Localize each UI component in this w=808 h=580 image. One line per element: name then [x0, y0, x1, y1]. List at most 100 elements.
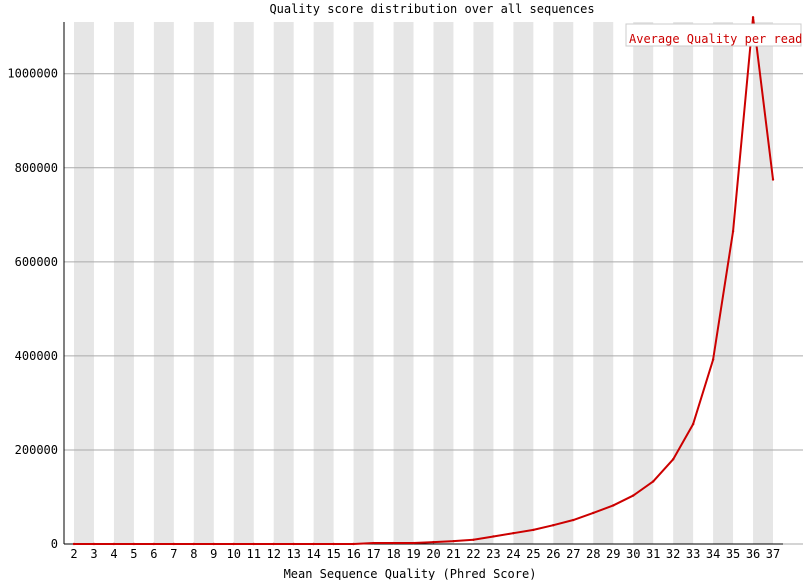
data-point — [112, 542, 116, 546]
data-point — [492, 535, 495, 538]
x-tick-label: 31 — [646, 547, 660, 561]
x-tick-label: 8 — [190, 547, 197, 561]
data-point — [592, 511, 595, 515]
data-point — [172, 542, 176, 546]
data-point — [272, 542, 275, 546]
column-band — [553, 22, 574, 544]
x-tick-label: 13 — [286, 547, 300, 561]
data-point — [432, 540, 435, 544]
x-tick-label: 7 — [170, 547, 177, 561]
data-point — [671, 458, 675, 461]
data-point — [771, 178, 775, 181]
x-tick-label: 32 — [666, 547, 680, 561]
column-band — [713, 22, 734, 544]
data-point — [632, 494, 635, 497]
series-line-average-quality — [73, 16, 775, 545]
data-point — [472, 538, 475, 541]
data-point — [92, 542, 96, 546]
data-point — [292, 542, 295, 546]
chart-title: Quality score distribution over all sequ… — [269, 2, 594, 16]
data-point — [352, 542, 355, 546]
data-point — [232, 542, 235, 546]
x-tick-label: 22 — [466, 547, 480, 561]
column-band — [273, 22, 294, 544]
x-tick-label: 12 — [266, 547, 280, 561]
column-band — [753, 22, 774, 544]
y-tick-label: 1000000 — [7, 67, 58, 81]
x-tick-label: 14 — [306, 547, 320, 561]
y-tick-label: 400000 — [15, 349, 58, 363]
column-band — [113, 22, 134, 544]
x-tick-label: 36 — [746, 547, 760, 561]
series-layer — [72, 16, 775, 546]
x-tick-label: 20 — [426, 547, 440, 561]
y-tick-label: 800000 — [15, 161, 58, 175]
x-tick-label: 18 — [386, 547, 400, 561]
column-band — [353, 22, 374, 544]
column-band — [313, 22, 334, 544]
x-tick-label: 30 — [626, 547, 640, 561]
column-band — [193, 22, 214, 544]
x-tick-label: 24 — [506, 547, 520, 561]
x-tick-label: 27 — [566, 547, 580, 561]
legend-entry-average-quality: Average Quality per read — [629, 32, 802, 46]
data-point — [452, 539, 455, 543]
x-tick-label: 15 — [326, 547, 340, 561]
column-band — [73, 22, 94, 544]
x-tick-label: 19 — [406, 547, 420, 561]
x-tick-label: 35 — [726, 547, 740, 561]
data-point — [731, 230, 735, 233]
x-tick-label: 37 — [766, 547, 780, 561]
x-tick-label: 11 — [247, 547, 261, 561]
column-band — [593, 22, 614, 544]
x-tick-label: 21 — [446, 547, 460, 561]
column-band — [633, 22, 654, 544]
data-point — [512, 531, 515, 535]
x-tick-label: 6 — [150, 547, 157, 561]
column-band — [513, 22, 534, 544]
data-point — [552, 523, 555, 527]
data-point — [132, 542, 136, 546]
column-band — [233, 22, 254, 544]
x-tick-label: 33 — [686, 547, 700, 561]
data-point — [532, 528, 535, 532]
column-band — [433, 22, 454, 544]
x-tick-label: 25 — [526, 547, 540, 561]
data-point — [691, 422, 695, 426]
legend-box — [625, 23, 802, 47]
x-tick-label: 3 — [90, 547, 97, 561]
data-point — [751, 16, 755, 19]
data-point — [651, 480, 655, 483]
data-point — [192, 542, 196, 546]
x-tick-label: 29 — [606, 547, 620, 561]
x-tick-labels: 2 3 4 5 6 7 8 9 10 11 12 13 14 15 16 17 18 19 20 21 22 23 24 25… — [70, 547, 780, 561]
x-tick-label: 28 — [586, 547, 600, 561]
x-tick-label: 23 — [486, 547, 500, 561]
data-point — [372, 541, 375, 545]
column-band — [153, 22, 174, 544]
data-point — [392, 541, 395, 545]
x-tick-label: 34 — [706, 547, 720, 561]
data-point — [572, 518, 575, 522]
y-tick-label: 200000 — [15, 443, 58, 457]
data-point — [72, 542, 76, 546]
x-tick-label: 16 — [346, 547, 360, 561]
legend: Average Quality per read — [625, 23, 802, 47]
column-band — [473, 22, 494, 544]
data-point — [312, 542, 315, 546]
y-tick-label: 600000 — [15, 255, 58, 269]
x-tick-label: 17 — [366, 547, 380, 561]
x-axis-label: Mean Sequence Quality (Phred Score) — [284, 567, 537, 580]
x-tick-label: 5 — [130, 547, 137, 561]
data-point — [711, 358, 715, 361]
data-point — [412, 541, 415, 545]
column-band — [393, 22, 414, 544]
data-point — [252, 542, 255, 546]
y-tick-labels: 0 200000 400000 600000 800000 1000000 — [7, 67, 58, 551]
column-band — [673, 22, 694, 544]
x-tick-label: 2 — [70, 547, 77, 561]
y-tick-label: 0 — [51, 537, 58, 551]
column-bands — [73, 22, 774, 544]
data-point — [332, 542, 335, 546]
